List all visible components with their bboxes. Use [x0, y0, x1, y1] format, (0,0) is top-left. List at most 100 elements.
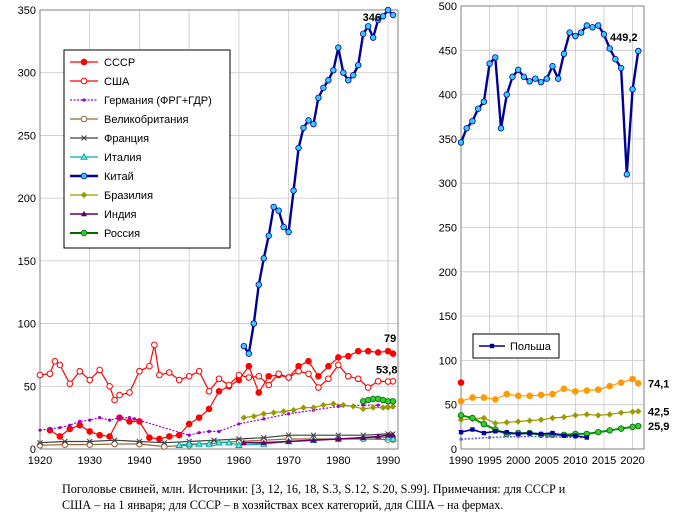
data-point: [335, 44, 342, 51]
data-point: [315, 94, 322, 101]
data-point: [617, 64, 625, 72]
data-point: [629, 408, 636, 415]
y-tick-label: 100: [18, 319, 36, 331]
data-point: [106, 433, 113, 440]
data-point: [457, 379, 465, 386]
data-point: [595, 428, 602, 436]
legend-item: Германия (ФРГ+ГДР): [70, 95, 212, 107]
data-point: [106, 382, 113, 390]
data-point: [457, 416, 465, 423]
data-point: [285, 432, 292, 439]
data-point: [325, 362, 332, 370]
data-label: 346: [363, 12, 381, 24]
data-point: [493, 429, 498, 434]
data-point: [260, 439, 267, 446]
data-point: [457, 412, 465, 419]
data-point: [389, 398, 397, 405]
x-tick-label: 2005: [535, 455, 559, 467]
data-point: [375, 433, 382, 439]
data-point: [46, 370, 54, 378]
series-line: [242, 8, 394, 357]
data-point: [617, 425, 625, 432]
data-point: [384, 6, 392, 14]
chart-panel-left: 0 50 100 150 200 250 300 350 1920 1930 1940 1950 196…: [18, 5, 401, 467]
data-point: [197, 431, 201, 435]
data-point: [537, 391, 545, 399]
data-point: [474, 105, 482, 112]
legend-marker: [80, 115, 88, 123]
data-point: [550, 430, 555, 436]
data-point: [325, 77, 332, 84]
x-tick-label: 1940: [127, 455, 151, 467]
data-point: [538, 431, 544, 437]
data-point: [300, 124, 307, 132]
legend-label: Китай: [104, 171, 134, 183]
data-point: [48, 427, 52, 431]
legend-item: Китай: [70, 171, 134, 183]
y-tick-label: 350: [18, 5, 36, 17]
data-point: [275, 207, 282, 214]
data-point: [86, 438, 93, 445]
data-point: [211, 437, 217, 444]
data-point: [215, 375, 223, 383]
data-point: [195, 367, 203, 375]
legend-label: Великобритания: [104, 114, 189, 126]
data-point: [156, 371, 163, 379]
data-point: [37, 439, 43, 446]
series-Бразилия: [457, 408, 642, 427]
data-point: [629, 86, 636, 93]
data-point: [136, 438, 143, 445]
data-point: [354, 375, 362, 383]
legend-item: СССР: [70, 57, 135, 69]
data-point: [96, 431, 103, 439]
data-point: [260, 434, 267, 441]
data-point: [245, 362, 253, 370]
data-point: [561, 433, 567, 438]
data-point: [389, 11, 397, 19]
y-tick-label: 0: [30, 444, 36, 456]
data-point: [175, 440, 184, 449]
x-tick-label: 1960: [227, 455, 251, 467]
data-point: [56, 433, 64, 440]
data-point: [577, 29, 585, 36]
data-point: [68, 423, 72, 427]
legend-box: [63, 49, 231, 249]
legend: СССР США Германия (ФРГ+ГДР) Великобритания Ф…: [63, 49, 231, 249]
x-tick-label: 1990: [449, 455, 473, 467]
data-point: [537, 78, 545, 86]
data-point: [350, 403, 357, 410]
data-point: [463, 125, 470, 132]
data-point: [305, 370, 312, 378]
data-point: [56, 361, 64, 369]
data-point: [86, 428, 94, 435]
data-point: [161, 439, 168, 446]
data-point: [310, 120, 317, 128]
data-point: [584, 435, 590, 440]
data-point: [136, 367, 143, 375]
data-point: [146, 434, 153, 442]
data-point: [255, 281, 262, 288]
legend-label: Франция: [104, 133, 149, 145]
data-point: [374, 16, 382, 24]
y-tick-label: 250: [18, 130, 36, 142]
data-point: [469, 117, 476, 125]
legend-item: Россия: [70, 228, 140, 240]
y-tick-label: 350: [439, 134, 457, 146]
data-point: [385, 432, 392, 438]
data-point: [480, 420, 488, 428]
y-tick-label: 450: [439, 45, 457, 57]
data-point: [236, 436, 242, 442]
data-point: [469, 394, 476, 401]
data-point: [116, 391, 123, 399]
data-point: [161, 443, 168, 450]
data-point: [369, 404, 377, 411]
data-point: [51, 357, 59, 365]
x-tick-label: 1930: [77, 455, 101, 467]
legend-label: США: [104, 76, 130, 88]
data-point: [66, 425, 74, 433]
data-point: [549, 414, 556, 422]
data-point: [335, 361, 342, 369]
data-point: [295, 367, 302, 375]
caption-line-1: Поголовье свиней, млн. Источники: [3, 12…: [62, 482, 566, 496]
data-point: [389, 350, 397, 357]
